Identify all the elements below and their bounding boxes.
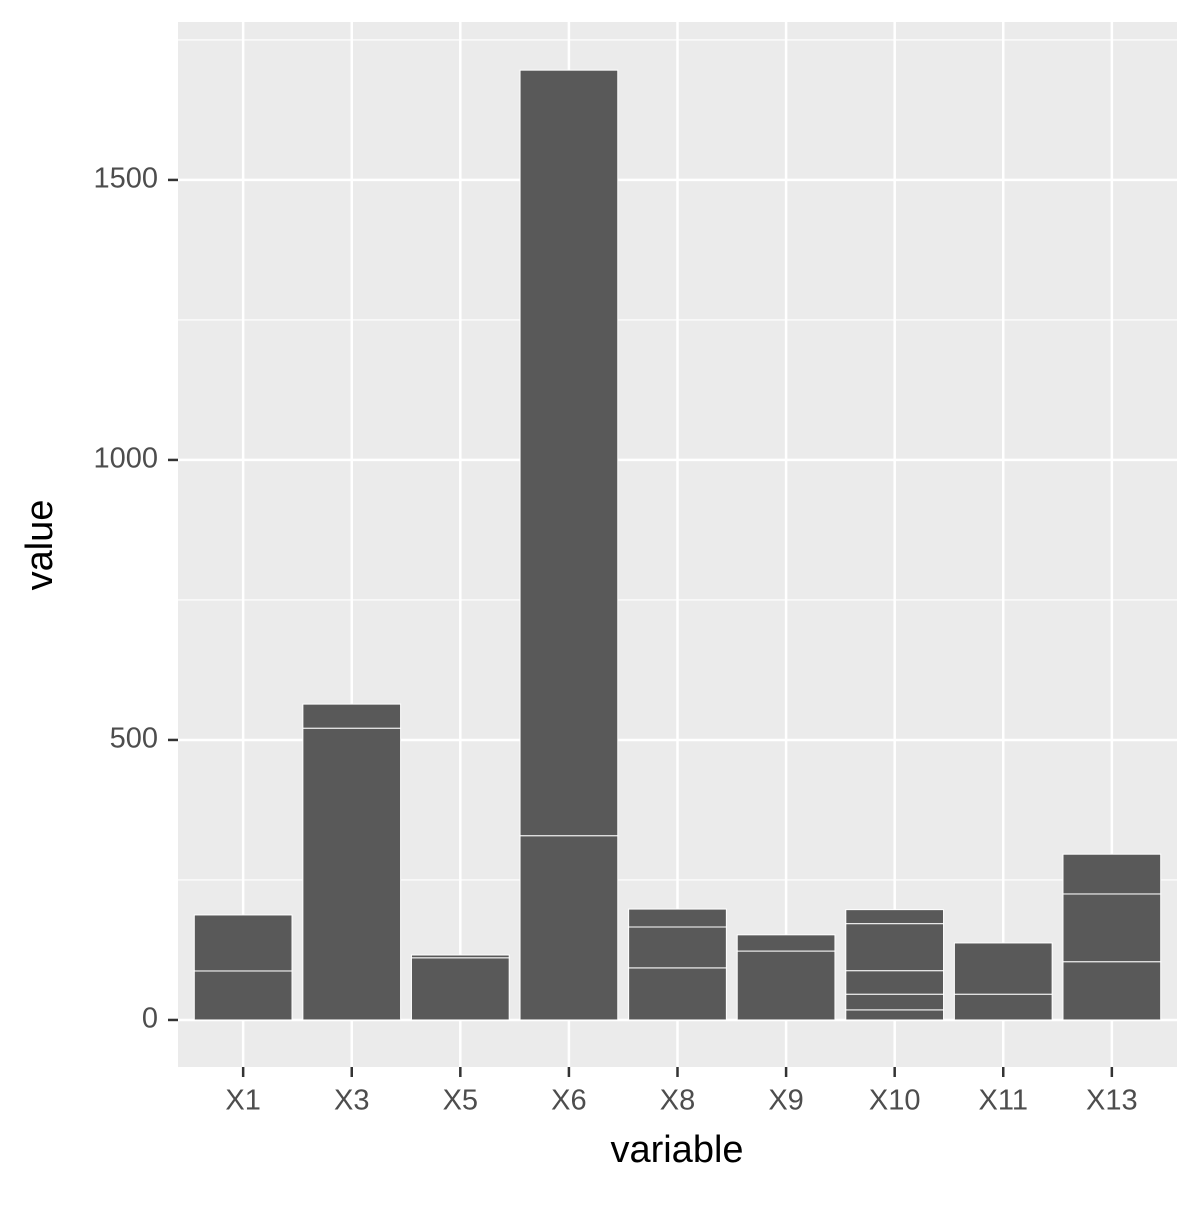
x-tick-label: X6	[551, 1085, 586, 1117]
x-tick-label: X10	[869, 1085, 921, 1117]
bar-segment	[845, 1009, 945, 1021]
bar-segment	[628, 908, 727, 928]
bar-segment	[736, 950, 836, 1021]
bar-segment	[953, 993, 1053, 1021]
bar-segment	[1062, 961, 1162, 1021]
x-tick-label: X11	[979, 1085, 1028, 1117]
bar-segment	[736, 934, 836, 952]
bar-segment	[845, 970, 945, 995]
bar-segment	[193, 970, 293, 1021]
bar-segment	[410, 957, 510, 1021]
x-tick-label: X8	[660, 1085, 695, 1117]
bar-segment	[845, 923, 945, 972]
x-tick-label: X3	[334, 1085, 369, 1117]
bar-segment	[193, 914, 293, 972]
bar-segment	[953, 942, 1053, 995]
y-tick-label: 0	[142, 1003, 158, 1035]
y-tick-label: 1000	[93, 443, 158, 475]
y-tick-label: 1500	[93, 163, 158, 195]
bar-segment	[410, 954, 510, 959]
bar-segment	[519, 69, 619, 837]
bar-segment	[628, 926, 727, 969]
x-tick-label: X9	[768, 1085, 803, 1117]
y-axis-title: value	[19, 500, 61, 591]
bar-segment	[1062, 853, 1162, 895]
bar-segment	[302, 703, 402, 729]
x-axis-title: variable	[610, 1129, 743, 1171]
bar-segment	[1062, 893, 1162, 963]
x-tick-label: X1	[225, 1085, 260, 1117]
bar-segment	[628, 967, 727, 1021]
bar-segment	[845, 909, 945, 925]
bar-segment	[519, 835, 619, 1021]
bar-segment	[302, 727, 402, 1021]
bar-segment	[845, 993, 945, 1011]
x-tick-label: X13	[1086, 1085, 1138, 1117]
x-tick-label: X5	[443, 1085, 478, 1117]
y-tick-label: 500	[110, 723, 158, 755]
